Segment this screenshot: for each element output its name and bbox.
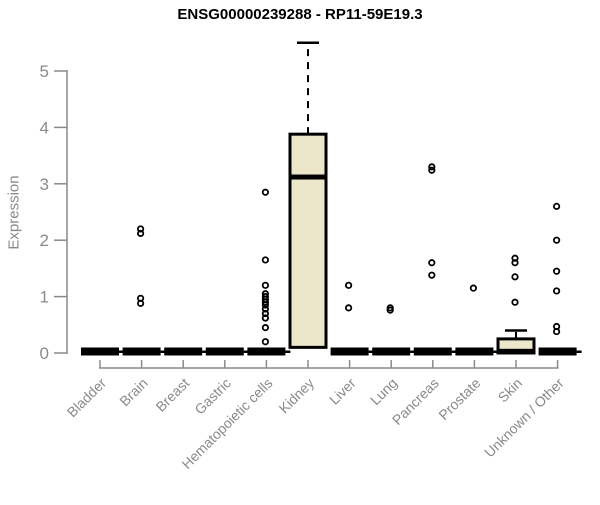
x-tick-label: Bladder (64, 375, 110, 421)
outlier-point (261, 324, 269, 332)
collapsed-box (122, 347, 161, 356)
outlier-point (261, 256, 269, 264)
box (288, 132, 328, 349)
x-tick-label: Lung (367, 375, 400, 408)
collapsed-box (455, 347, 494, 356)
x-tick-label: Breast (152, 375, 192, 415)
outlier-point (511, 298, 519, 306)
outlier-point (261, 314, 269, 322)
x-tick-label: Brain (116, 375, 150, 409)
outlier-point (552, 287, 561, 295)
y-tick-label: 4 (40, 118, 49, 137)
x-tick-label: Skin (495, 375, 526, 406)
collapsed-box (372, 347, 411, 356)
outlier-point (344, 304, 353, 312)
collapsed-box (413, 347, 452, 356)
outlier-point (552, 236, 561, 244)
collapsed-box (330, 347, 369, 356)
outlier-point (137, 299, 145, 307)
chart-title: ENSG00000239288 - RP11-59E19.3 (177, 6, 423, 23)
y-tick-label: 2 (40, 231, 49, 250)
y-axis-title: Expression (5, 175, 23, 250)
collapsed-box-nub (410, 350, 416, 353)
collapsed-box-nub (493, 350, 499, 353)
collapsed-box-nub (119, 350, 124, 353)
y-tick-label: 1 (40, 288, 49, 307)
outlier-point (428, 163, 436, 171)
median-line (497, 348, 535, 354)
collapsed-box-nub (576, 350, 582, 353)
y-tick-label: 0 (40, 344, 49, 363)
x-tick-label: Liver (326, 375, 359, 408)
collapsed-box (205, 347, 244, 356)
outlier-point (552, 202, 561, 210)
collapsed-box-nub (285, 350, 291, 353)
outlier-point (428, 271, 436, 279)
outlier-point (261, 281, 269, 289)
collapsed-box (81, 347, 119, 356)
outlier-point (511, 259, 519, 267)
collapsed-box (247, 347, 286, 356)
outlier-point (428, 166, 436, 174)
outlier-point (428, 259, 436, 267)
outlier-point (261, 301, 269, 309)
outlier-point (137, 229, 145, 238)
median-line (289, 174, 327, 180)
x-tick-label: Kidney (276, 375, 318, 417)
collapsed-box-nub (451, 350, 457, 353)
collapsed-box-nub (160, 350, 166, 353)
outlier-point (552, 327, 561, 336)
collapsed-box-nub (243, 350, 249, 353)
outlier-point (469, 284, 477, 292)
outlier-point (344, 281, 353, 289)
outlier-point (261, 338, 269, 346)
outlier-point (552, 267, 561, 275)
y-tick-label: 3 (40, 175, 49, 194)
collapsed-box (538, 347, 577, 356)
x-tick-label: Unknown / Other (481, 375, 567, 461)
collapsed-box (164, 347, 203, 356)
outlier-point (261, 298, 269, 306)
x-tick-label: Prostate (435, 375, 483, 423)
outlier-point (386, 306, 394, 314)
outlier-point (511, 273, 519, 281)
y-tick-label: 5 (40, 62, 49, 81)
collapsed-box-nub (368, 350, 374, 353)
outlier-point (261, 188, 269, 196)
collapsed-box-nub (202, 350, 208, 353)
